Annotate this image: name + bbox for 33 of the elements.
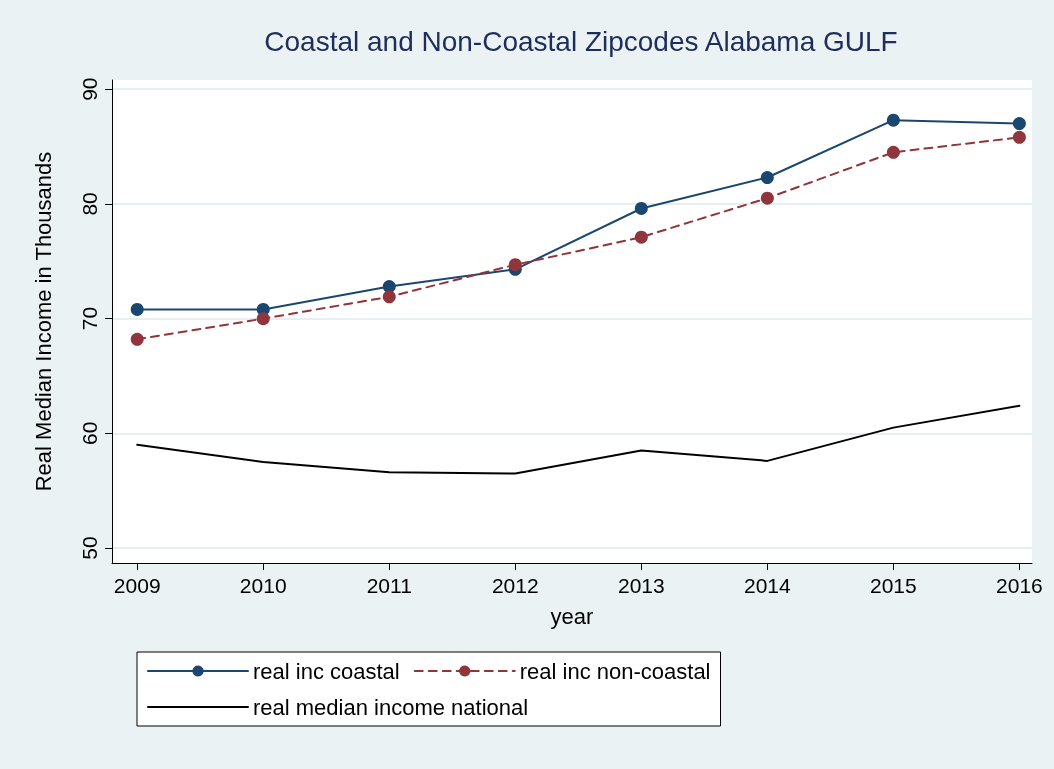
y-axis-title: Real Median Income in Thousands: [30, 151, 56, 492]
x-tick-label: 2016: [996, 574, 1043, 597]
y-tick-label: 70: [78, 306, 101, 331]
point: [886, 113, 900, 127]
point: [130, 332, 144, 346]
point: [256, 312, 270, 326]
chart-title: Coastal and Non-Coastal Zipcodes Alabama GULF: [264, 25, 898, 57]
legend-label: real inc non-coastal: [519, 658, 711, 684]
x-tick-label: 2010: [239, 574, 287, 597]
line-series: [136, 404, 1021, 475]
point: [886, 145, 900, 159]
point: [130, 302, 144, 316]
point: [508, 258, 522, 272]
y-tick-label: 90: [78, 77, 101, 101]
point: [382, 290, 396, 304]
x-tick-label: 2013: [617, 574, 665, 597]
x-tick-label: 2015: [870, 574, 917, 597]
point: [760, 191, 774, 205]
y-tick-label: 50: [78, 536, 101, 560]
x-tick-label: 2014: [743, 574, 792, 597]
x-tick-label: 2012: [491, 574, 539, 597]
x-tick-label: 2011: [366, 574, 412, 597]
y-tick-label: 60: [78, 421, 101, 446]
point: [634, 202, 648, 215]
legend-label: real median income national: [253, 694, 529, 720]
point: [1012, 117, 1026, 131]
x-axis-title: year: [550, 603, 594, 629]
legend-label: real inc coastal: [253, 658, 400, 684]
x-tick-label: 2009: [113, 574, 161, 597]
y-tick-label: 80: [78, 192, 101, 216]
point: [634, 230, 648, 244]
point: [760, 171, 774, 185]
point: [1012, 130, 1026, 144]
